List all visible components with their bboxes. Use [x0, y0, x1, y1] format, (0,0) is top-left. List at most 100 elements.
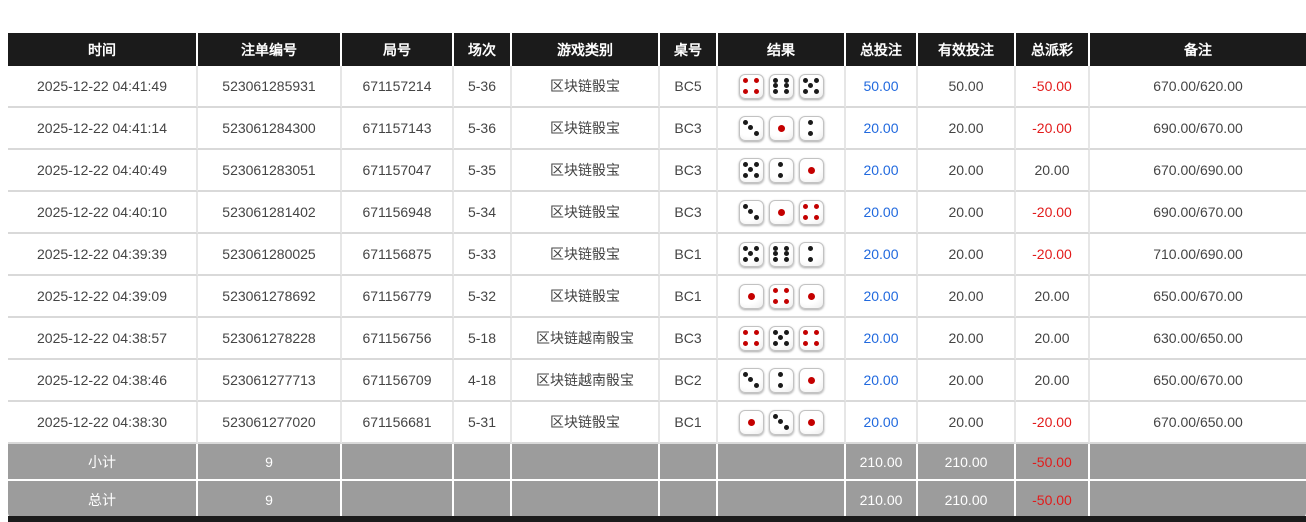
die-4 — [738, 73, 764, 99]
die-pip — [772, 245, 778, 251]
die-pip — [807, 292, 815, 300]
die-pip — [807, 418, 815, 426]
cell-bet_id: 523061285931 — [198, 66, 342, 108]
footer-total_bet: 210.00 — [846, 481, 918, 518]
die-2 — [798, 241, 824, 267]
cell-table_no: BC3 — [660, 318, 718, 360]
cell-bet_id: 523061283051 — [198, 150, 342, 192]
cell-payout: -20.00 — [1016, 234, 1090, 276]
die-pip — [747, 292, 755, 300]
die-pip — [772, 257, 778, 263]
footer-empty-cell — [342, 444, 454, 481]
dice-result — [718, 199, 844, 225]
cell-total_bet: 20.00 — [846, 360, 918, 402]
dice-result — [718, 367, 844, 393]
die-pip — [784, 251, 790, 257]
die-pip — [814, 215, 820, 221]
table-row: 2025-12-22 04:40:49 523061283051 671157047… — [8, 150, 1306, 192]
footer-empty-cell — [660, 481, 718, 518]
dice-result — [718, 409, 844, 435]
cell-table_no: BC3 — [660, 150, 718, 192]
cell-game_type: 区块链骰宝 — [512, 66, 660, 108]
cell-time: 2025-12-22 04:40:10 — [8, 192, 198, 234]
dice-result — [718, 241, 844, 267]
cell-result — [718, 108, 846, 150]
cell-valid_bet: 20.00 — [918, 318, 1016, 360]
die-pip — [754, 161, 760, 167]
cell-total_bet: 20.00 — [846, 108, 918, 150]
cell-result — [718, 192, 846, 234]
table-footer: 小计 9 210.00 210.00 -50.00 总计 9 210.00 210.00 -50.… — [8, 444, 1306, 518]
cell-total_bet: 20.00 — [846, 318, 918, 360]
cell-bet_id: 523061277020 — [198, 402, 342, 444]
die-6 — [768, 73, 794, 99]
footer-count: 9 — [198, 444, 342, 481]
column-header-bet_id: 注单编号 — [198, 33, 342, 66]
die-pip — [778, 335, 784, 341]
die-pip — [772, 413, 778, 419]
cell-result — [718, 402, 846, 444]
cell-time: 2025-12-22 04:41:49 — [8, 66, 198, 108]
die-pip — [754, 215, 760, 221]
cell-session: 4-18 — [454, 360, 512, 402]
cell-round_id: 671157143 — [342, 108, 454, 150]
table-row: 2025-12-22 04:38:46 523061277713 671156709… — [8, 360, 1306, 402]
die-pip — [747, 418, 755, 426]
cell-result — [718, 360, 846, 402]
cell-time: 2025-12-22 04:38:30 — [8, 402, 198, 444]
die-pip — [742, 329, 748, 335]
dice-result — [718, 73, 844, 99]
die-pip — [754, 245, 760, 251]
die-2 — [768, 367, 794, 393]
die-pip — [754, 341, 760, 347]
cell-remark: 670.00/690.00 — [1090, 150, 1306, 192]
cell-table_no: BC1 — [660, 276, 718, 318]
cell-bet_id: 523061280025 — [198, 234, 342, 276]
footer-total_bet: 210.00 — [846, 444, 918, 481]
cell-round_id: 671156756 — [342, 318, 454, 360]
die-pip — [778, 371, 784, 377]
cell-game_type: 区块链越南骰宝 — [512, 318, 660, 360]
die-pip — [802, 215, 808, 221]
cell-game_type: 区块链骰宝 — [512, 108, 660, 150]
die-pip — [742, 119, 748, 125]
cell-total_bet: 20.00 — [846, 276, 918, 318]
die-pip — [754, 173, 760, 179]
die-1 — [768, 115, 794, 141]
cell-table_no: BC2 — [660, 360, 718, 402]
die-5 — [738, 241, 764, 267]
die-pip — [754, 383, 760, 389]
cell-payout: 20.00 — [1016, 360, 1090, 402]
cell-game_type: 区块链骰宝 — [512, 150, 660, 192]
die-pip — [778, 419, 784, 425]
cell-game_type: 区块链骰宝 — [512, 192, 660, 234]
die-pip — [754, 257, 760, 263]
table-row: 2025-12-22 04:38:30 523061277020 671156681… — [8, 402, 1306, 444]
dice-result — [718, 283, 844, 309]
footer-empty-cell — [1090, 444, 1306, 481]
cell-total_bet: 20.00 — [846, 234, 918, 276]
footer-empty-cell — [512, 481, 660, 518]
cell-bet_id: 523061277713 — [198, 360, 342, 402]
cell-session: 5-18 — [454, 318, 512, 360]
die-3 — [738, 199, 764, 225]
die-pip — [748, 167, 754, 173]
die-6 — [768, 241, 794, 267]
cell-total_bet: 50.00 — [846, 66, 918, 108]
cell-table_no: BC3 — [660, 192, 718, 234]
cell-round_id: 671156875 — [342, 234, 454, 276]
die-pip — [777, 124, 785, 132]
die-pip — [772, 83, 778, 89]
cell-result — [718, 234, 846, 276]
cell-round_id: 671156779 — [342, 276, 454, 318]
die-1 — [738, 283, 764, 309]
dice-result — [718, 157, 844, 183]
footer-valid_bet: 210.00 — [918, 481, 1016, 518]
cell-total_bet: 20.00 — [846, 192, 918, 234]
die-pip — [772, 329, 778, 335]
die-pip — [784, 425, 790, 431]
cell-session: 5-36 — [454, 108, 512, 150]
table-row: 2025-12-22 04:39:09 523061278692 671156779… — [8, 276, 1306, 318]
cell-valid_bet: 20.00 — [918, 276, 1016, 318]
